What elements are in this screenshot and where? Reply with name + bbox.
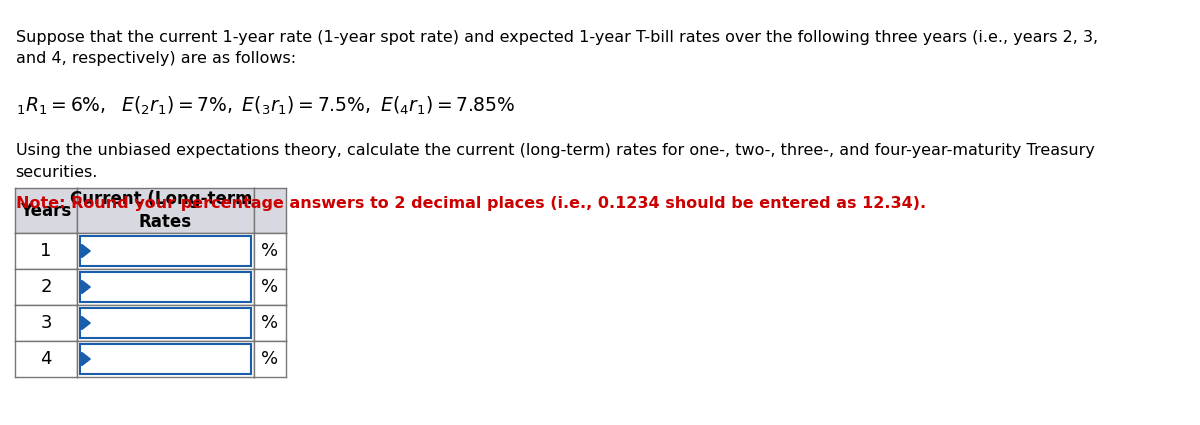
Text: 2: 2	[41, 278, 52, 296]
Text: %: %	[262, 278, 278, 296]
Text: Current (Long-term)
Rates: Current (Long-term) Rates	[71, 190, 260, 231]
Text: %: %	[262, 350, 278, 368]
Text: 4: 4	[41, 350, 52, 368]
Polygon shape	[82, 352, 90, 366]
Text: %: %	[262, 242, 278, 260]
Text: %: %	[262, 314, 278, 332]
Polygon shape	[82, 244, 90, 258]
Text: 1: 1	[41, 242, 52, 260]
Text: Note: Round your percentage answers to 2 decimal places (i.e., 0.1234 should be : Note: Round your percentage answers to 2…	[16, 196, 925, 211]
Text: Years: Years	[20, 201, 72, 219]
Text: Suppose that the current 1-year rate (1-year spot rate) and expected 1-year T-bi: Suppose that the current 1-year rate (1-…	[16, 30, 1098, 66]
Text: $_1R_1 = 6\%,$  $E(_2r_1) = 7\%,$ $E(_3r_1) = 7.5\%,$ $E(_4r_1) = 7.85\%$: $_1R_1 = 6\%,$ $E(_2r_1) = 7\%,$ $E(_3r_…	[16, 95, 515, 117]
Polygon shape	[82, 280, 90, 294]
Polygon shape	[82, 316, 90, 330]
Text: 3: 3	[41, 314, 52, 332]
Text: Using the unbiased expectations theory, calculate the current (long-term) rates : Using the unbiased expectations theory, …	[16, 143, 1094, 180]
